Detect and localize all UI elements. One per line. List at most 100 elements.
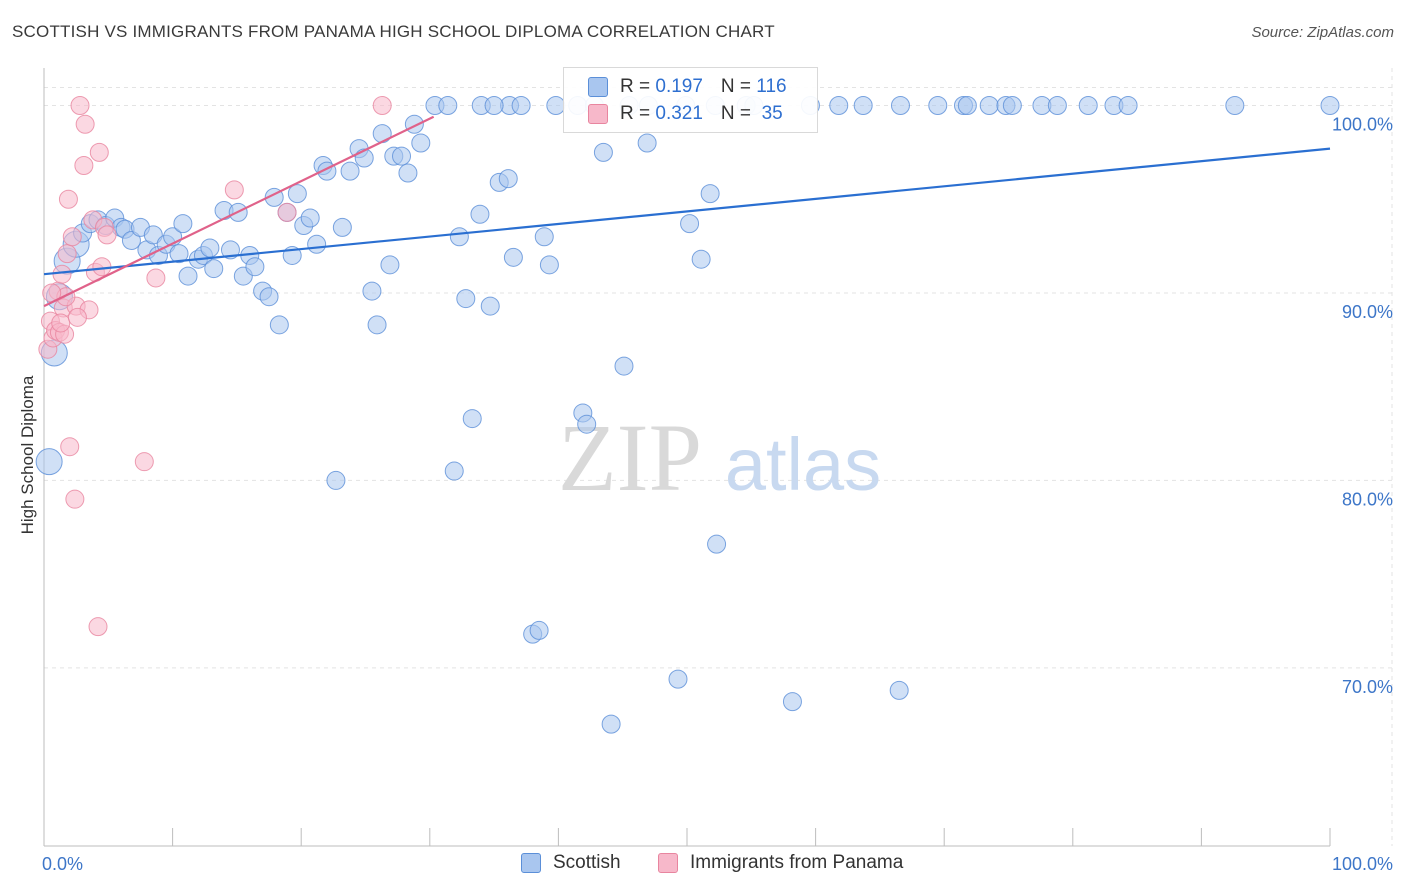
x-tick-label: 0.0% [42,854,83,874]
panama-point [62,227,82,247]
scottish-point [691,249,711,269]
scottish-point [957,95,977,115]
scottish-point [480,296,500,316]
r-value: 0.197 [655,76,703,97]
x-tick-labels: 0.0% 100.0% [42,854,1393,874]
panama-point [89,142,109,162]
scottish-point [380,255,400,275]
legend-item-scottish[interactable]: Scottish [521,852,621,874]
scottish-point [462,409,482,429]
trend-lines [43,115,1331,308]
panama-point [88,617,108,637]
stats-legend-row-panama: R = 0.321 N = 35 [588,101,783,127]
scottish-point [35,448,63,476]
y-tick-label: 90.0% [1342,302,1393,322]
scottish-point [529,620,549,640]
scottish-point [398,163,418,183]
y-tick-label: 70.0% [1342,677,1393,697]
panama-points [38,95,392,637]
scottish-point [220,240,240,260]
scottish-point [484,95,504,115]
scottish-point [1320,95,1340,115]
scottish-point [668,669,688,689]
scottish-point [1047,95,1067,115]
legend-label-panama: Immigrants from Panama [690,852,904,873]
scottish-point [1118,95,1138,115]
scottish-point [1078,95,1098,115]
scottish-point [614,356,634,376]
scottish-point [204,259,224,279]
stats-legend-row-scottish: R = 0.197 N = 116 [588,74,787,100]
scottish-point [503,247,523,267]
panama-swatch [588,104,608,124]
scottish-point [392,146,412,166]
panama-point [57,244,77,264]
y-tick-label: 80.0% [1342,489,1393,509]
panama-point [65,489,85,509]
scottish-point [245,257,265,277]
scottish-point [300,208,320,228]
scottish-point [539,255,559,275]
source-label: Source: ZipAtlas.com [1251,24,1394,41]
scottish-point [372,124,392,144]
legend-label-scottish: Scottish [553,852,621,873]
scottish-point [287,184,307,204]
scottish-point [332,217,352,237]
y-tick-labels: 70.0% 80.0% 90.0% 100.0% [1332,114,1393,696]
scottish-point [200,238,220,258]
gridlines [44,68,1393,846]
legend-item-panama[interactable]: Immigrants from Panama [658,852,903,874]
r-label: R = [620,103,656,124]
n-value: 35 [756,103,783,124]
panama-swatch [658,853,678,873]
scottish-point [438,95,458,115]
panama-point [134,452,154,472]
scottish-point [928,95,948,115]
panama-point [60,437,80,457]
panama-point [75,114,95,134]
panama-trend-line [43,115,435,308]
scottish-point [979,95,999,115]
scottish-point [534,227,554,247]
scottish-point [853,95,873,115]
scottish-point [829,95,849,115]
scottish-point [449,227,469,247]
scottish-point [362,281,382,301]
r-label: R = [620,76,656,97]
r-value: 0.321 [655,103,703,124]
scottish-point [782,692,802,712]
stats-legend: R = 0.197 N = 116 R = 0.321 N = 35 [563,67,818,133]
x-tick-label: 100.0% [1332,854,1393,874]
scottish-point [498,169,518,189]
panama-point [92,257,112,277]
chart-title: SCOTTISH VS IMMIGRANTS FROM PANAMA HIGH … [12,22,775,41]
scottish-point [326,470,346,490]
scottish-point [593,142,613,162]
panama-point [51,313,71,333]
scottish-point [169,244,189,264]
scottish-point [511,95,531,115]
panama-point [277,202,297,222]
series-legend: Scottish Immigrants from Panama [0,852,1406,878]
watermark: ZIP atlas [558,404,881,511]
panama-point [372,95,392,115]
scottish-point [173,214,193,234]
panama-point [224,180,244,200]
scottish-point [143,225,163,245]
panama-point [67,307,87,327]
scottish-point [269,315,289,335]
scottish-trend-line [43,147,1331,276]
panama-point [74,155,94,175]
panama-point [70,95,90,115]
watermark-atlas: atlas [725,423,881,506]
scottish-point [411,133,431,153]
scottish-point [340,161,360,181]
scottish-point [890,95,910,115]
panama-point [146,268,166,288]
y-tick-label: 100.0% [1332,114,1393,134]
scottish-swatch [521,853,541,873]
n-label: N = [720,103,757,124]
scottish-point [577,414,597,434]
panama-point [58,189,78,209]
scottish-point [680,214,700,234]
